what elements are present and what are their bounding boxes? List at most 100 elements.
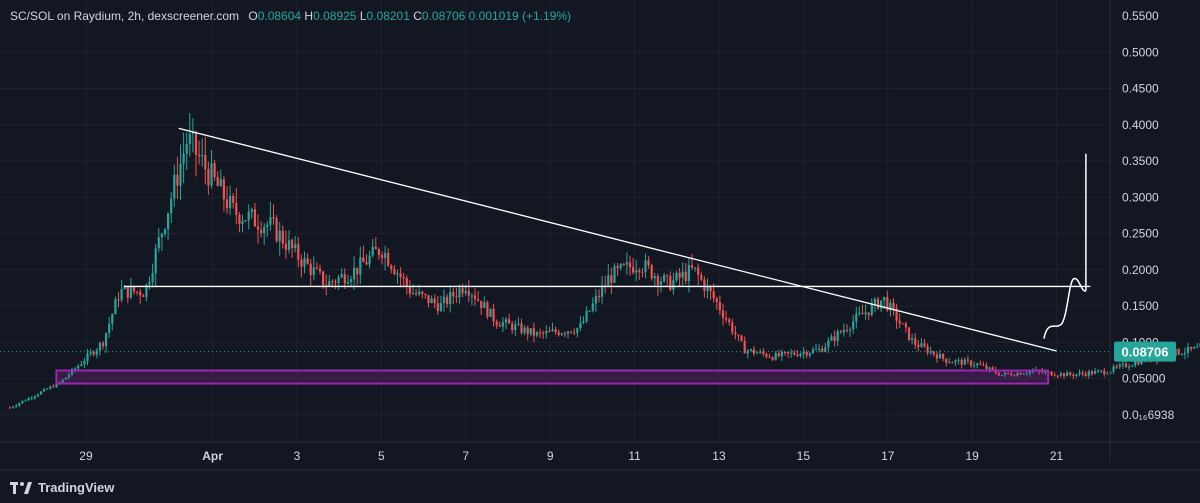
candle-body — [362, 257, 365, 263]
candle-body — [721, 310, 725, 318]
candle-body — [105, 333, 108, 347]
candle-body — [706, 286, 709, 291]
candle-body — [511, 323, 514, 331]
candle-body — [591, 303, 594, 311]
support-zone[interactable] — [55, 369, 1050, 385]
candle-body — [408, 286, 411, 294]
candle-body — [449, 291, 452, 305]
candle-body — [647, 260, 650, 266]
candle-body — [1190, 346, 1193, 349]
candle-body — [1186, 346, 1190, 353]
change-value: 0.001019 (+1.19%) — [468, 9, 572, 23]
candle-body — [783, 352, 787, 354]
candle-body — [43, 388, 46, 392]
candle-body — [659, 281, 663, 285]
last-price-label: 0.08706 — [1122, 345, 1169, 360]
candle-body — [464, 290, 467, 294]
candle-body — [1081, 372, 1084, 374]
x-tick-label: 7 — [462, 449, 469, 463]
candle-body — [393, 269, 396, 275]
candle-body — [86, 353, 89, 362]
candle-body — [238, 214, 241, 224]
candle-body — [167, 213, 170, 230]
low-label: L — [359, 9, 367, 23]
candle-body — [188, 133, 191, 144]
candle-body — [1059, 373, 1062, 376]
candle-body — [303, 258, 306, 267]
candle-body — [765, 353, 768, 357]
candle-body — [21, 400, 24, 404]
candle-body — [377, 249, 380, 256]
candle-body — [1053, 375, 1056, 377]
tradingview-brand[interactable]: TradingView — [10, 480, 114, 495]
candle-body — [148, 281, 151, 285]
candle-body — [963, 359, 966, 365]
candle-body — [898, 320, 901, 324]
projected-path[interactable] — [1043, 277, 1087, 339]
candle-body — [752, 349, 756, 354]
candle-body — [793, 352, 796, 355]
x-tick-label: Apr — [202, 449, 223, 463]
candle-body — [694, 267, 697, 269]
candle-body — [997, 373, 1000, 376]
high-value: 0.08925 — [313, 9, 357, 23]
candle-body — [594, 295, 597, 304]
candle-body — [942, 353, 945, 359]
candle-body — [368, 255, 371, 265]
candle-body — [49, 386, 52, 389]
y-tick-label: 0.2000 — [1122, 263, 1159, 277]
candle-body — [808, 353, 811, 356]
candle-body — [976, 363, 979, 366]
candle-body — [201, 155, 204, 157]
candle-body — [483, 302, 486, 309]
candle-body — [353, 267, 356, 280]
candle-body — [973, 365, 976, 367]
candle-body — [703, 279, 706, 291]
candle-body — [514, 324, 517, 331]
candle-body — [613, 266, 616, 283]
candle-body — [98, 343, 101, 351]
symbol-title[interactable]: SC/SOL on Raydium, 2h, dexscreener.com — [10, 9, 239, 23]
candle-body — [678, 272, 681, 278]
candle-body — [712, 291, 715, 299]
candle-body — [123, 286, 126, 290]
candle-body — [340, 274, 343, 278]
price-axis[interactable]: 0.5500 0.5000 0.4500 0.4000 0.3500 0.3000 0.25… — [1109, 0, 1176, 462]
candle-body — [1025, 373, 1028, 375]
candle-body — [904, 323, 907, 328]
candle-body — [799, 353, 802, 357]
candle-body — [1078, 372, 1081, 375]
candle-body — [554, 329, 557, 333]
candle-body — [929, 351, 932, 353]
candle-body — [982, 364, 985, 366]
candle-body — [545, 331, 548, 334]
candle-body — [1087, 371, 1090, 376]
candle-body — [421, 291, 424, 294]
resistance-trendline[interactable] — [178, 127, 1057, 352]
candle-body — [312, 267, 315, 276]
candle-body — [935, 354, 938, 359]
candle-body — [1069, 372, 1072, 375]
time-axis[interactable]: 29 Apr 3 5 7 9 11 13 15 17 19 21 — [0, 441, 1200, 471]
candle-body — [142, 295, 145, 297]
candle-body — [337, 277, 340, 283]
candle-body — [864, 312, 867, 315]
candle-body — [467, 290, 470, 296]
candle-body — [625, 262, 628, 265]
candle-body — [895, 308, 898, 321]
candle-body — [260, 229, 263, 234]
candle-body — [836, 331, 839, 341]
candle-body — [551, 329, 554, 332]
candle-body — [411, 293, 415, 295]
candle-body — [960, 359, 963, 365]
y-tick-label: 0.3000 — [1122, 190, 1159, 204]
candle-body — [777, 353, 780, 357]
candle-body — [852, 321, 855, 330]
candle-body — [588, 310, 591, 312]
candle-body — [399, 273, 402, 277]
candle-body — [774, 353, 777, 360]
candle-body — [768, 356, 771, 358]
close-value: 0.08706 — [421, 9, 466, 23]
candle-body — [182, 153, 185, 164]
